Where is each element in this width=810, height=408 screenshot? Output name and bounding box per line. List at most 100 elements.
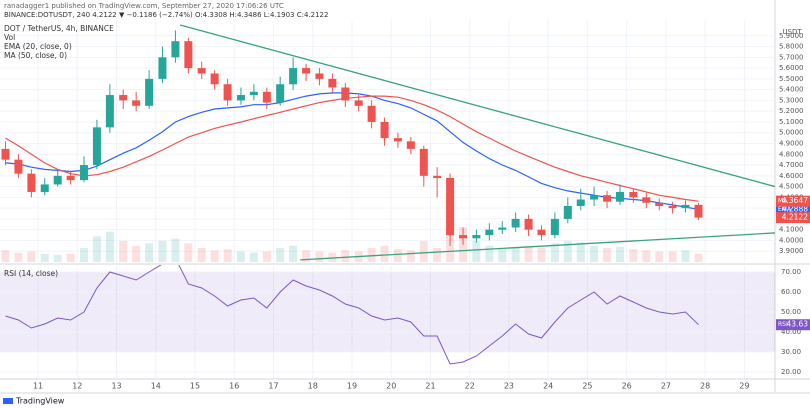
candle-body [27, 173, 36, 192]
candle-body [223, 84, 232, 101]
volume-bar [367, 248, 376, 262]
volume-bar [498, 248, 507, 262]
x-tick-label: 28 [700, 382, 710, 391]
y-tick-label: 5.5000 [779, 75, 804, 83]
volume-bar [341, 250, 350, 262]
rsi-pane [0, 265, 775, 378]
candle-body [158, 57, 167, 79]
x-tick-label: 11 [33, 382, 43, 391]
candle-body [694, 204, 703, 218]
rsi-tag-bg [776, 319, 810, 331]
volume-bar [616, 246, 624, 262]
volume-bar [14, 252, 23, 262]
volume-bar [524, 245, 533, 262]
indicator-line [5, 95, 699, 202]
volume-bar [105, 231, 114, 262]
y-tick-label: 4.1000 [779, 226, 804, 234]
x-tick-label: 15 [190, 382, 200, 391]
last-price-tag-bg [776, 212, 810, 224]
x-tick-label: 14 [151, 382, 161, 391]
candle-body [302, 68, 311, 74]
volume-bar [236, 251, 245, 262]
candle-body [92, 127, 101, 166]
y-tick-label: 5.6000 [779, 64, 804, 72]
x-tick-label: 19 [347, 382, 357, 391]
candle-body [315, 73, 324, 79]
candle-body [511, 218, 520, 228]
candle-body [550, 218, 559, 236]
volume-bar [79, 248, 88, 262]
volume-bar [642, 250, 651, 262]
candle-body [419, 148, 428, 176]
indicator-legend: MA (50, close, 0) [4, 51, 67, 60]
candle-body [119, 95, 128, 101]
candle-body [393, 138, 402, 142]
trendline [300, 232, 775, 261]
y-tick-label: 60.00 [781, 288, 801, 296]
candle-body [472, 235, 481, 239]
x-tick-label: 13 [111, 382, 121, 391]
volume-bar [210, 250, 219, 262]
publisher: ranadagger1 published on TradingView.com… [4, 2, 284, 10]
y-tick-label: 5.9000 [779, 32, 804, 40]
y-tick-label: 5.3000 [779, 96, 804, 104]
candle-body [433, 175, 442, 178]
candle-body [603, 195, 612, 202]
price-tag-bg [776, 203, 810, 215]
axes: 11 12 13 14 15 16 17 18 19 20 21 22 23 24 25 26 27 28 29 3.… [33, 32, 810, 391]
candle-body [576, 199, 585, 206]
y-tick-label: 4.6000 [779, 172, 804, 180]
candle-body [171, 41, 180, 58]
volume-bar [419, 241, 428, 262]
candle-body [236, 95, 245, 101]
y-tick-label: 5.2000 [779, 107, 804, 115]
volume-bar [433, 248, 442, 262]
x-tick-label: 17 [268, 382, 278, 391]
volume-bar [328, 252, 337, 262]
candle-body [354, 100, 363, 106]
candle-body [642, 197, 651, 203]
volume-bar [406, 250, 415, 262]
volume-bar [511, 246, 520, 262]
y-tick-label: 50.00 [781, 308, 801, 316]
volume-bar [302, 250, 311, 262]
candle-body [210, 73, 219, 85]
volume-bar [629, 249, 638, 262]
price-tag-value: 4.2888 [782, 204, 808, 213]
logo-icon [3, 398, 13, 404]
volume-bar [223, 249, 232, 262]
volume-bar [53, 255, 62, 262]
rsi-tag-value: 43.63 [787, 320, 809, 329]
volume-bar [158, 241, 167, 262]
volume-bar [485, 245, 494, 262]
candle-body [289, 68, 298, 85]
brand: TradingView [15, 397, 65, 406]
candle-body [184, 41, 193, 69]
candle-body [249, 91, 258, 96]
volume-bar [655, 251, 664, 262]
volume-bar [315, 251, 324, 262]
candle-body [367, 105, 376, 122]
volume-bar [603, 248, 612, 262]
trendline [179, 24, 775, 188]
x-tick-label: 22 [465, 382, 475, 391]
volume-bar [171, 238, 180, 262]
volume-bar [40, 253, 49, 262]
y-tick-label: 4.9000 [779, 140, 804, 148]
volume-bar [92, 236, 101, 262]
volume-bar [550, 243, 559, 262]
volume-bar [393, 249, 402, 262]
y-tick-label: 5.4000 [779, 86, 804, 94]
y-tick-label: 5.8000 [779, 43, 804, 51]
candle-body [66, 175, 75, 181]
candle-body [1, 148, 10, 160]
y-tick-label: 5.1000 [779, 118, 804, 126]
x-tick-label: 24 [543, 382, 553, 391]
volume-bar [249, 252, 258, 262]
y-tick-label: 3.9000 [779, 247, 804, 255]
volume-bar [1, 250, 10, 262]
volume-bar [537, 248, 546, 262]
volume-bar [289, 245, 298, 262]
volume-bar [563, 241, 572, 262]
y-tick-label: 5.7000 [779, 53, 804, 61]
